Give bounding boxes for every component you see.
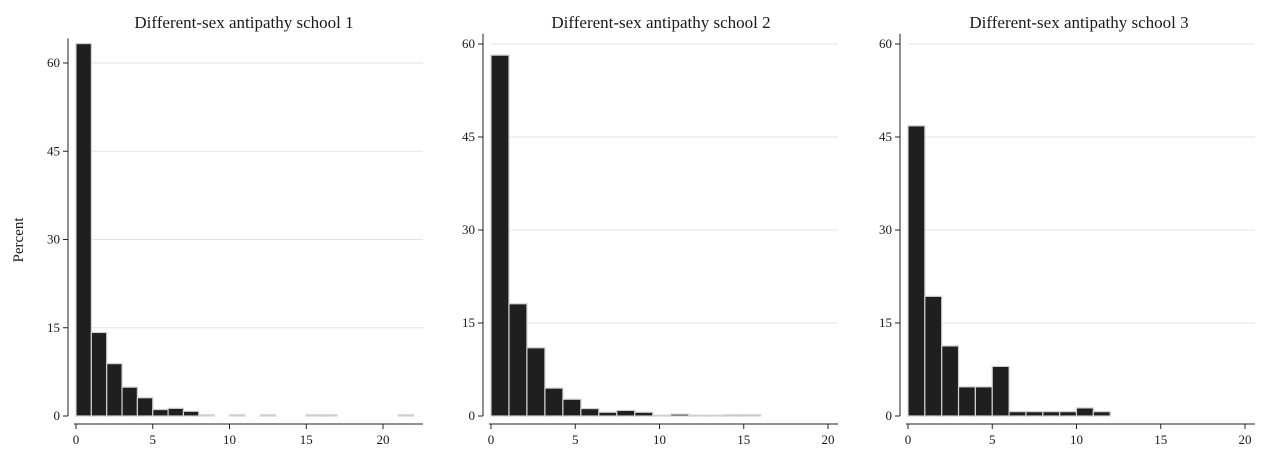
y-axis-label: Percent — [11, 217, 27, 263]
histogram-bar — [580, 407, 600, 417]
histogram-bar — [526, 347, 546, 417]
histogram-bar — [634, 411, 654, 417]
histogram-bar — [706, 414, 726, 417]
histogram-bar — [974, 386, 993, 417]
histogram-bar — [991, 365, 1010, 417]
y-tick-label: 0 — [469, 408, 476, 423]
histogram-bar — [742, 414, 762, 417]
x-tick-label: 20 — [377, 432, 390, 447]
histogram-bar — [907, 125, 926, 417]
histogram-bar — [598, 411, 618, 417]
histogram-bar — [259, 414, 277, 417]
x-tick-label: 10 — [1070, 432, 1083, 447]
histogram-bar — [924, 295, 943, 417]
x-tick-label: 5 — [150, 432, 157, 447]
y-tick-label: 30 — [462, 222, 475, 237]
panel-school-3: Different-sex antipathy school 3 0 15 30 45… — [879, 13, 1255, 447]
histogram-bar — [1025, 411, 1044, 417]
y-tick-label: 30 — [47, 232, 60, 247]
histogram-bar — [508, 303, 528, 417]
y-tick-label: 0 — [54, 408, 61, 423]
x-tick-label: 0 — [73, 432, 80, 447]
y-tick-label: 15 — [47, 320, 60, 335]
histogram-bar — [941, 345, 960, 417]
histogram-bar — [616, 409, 636, 417]
histogram-bar — [724, 414, 744, 417]
y-tick-label: 60 — [462, 36, 475, 51]
y-tick-label: 0 — [886, 408, 893, 423]
histogram-bar — [305, 414, 323, 417]
histogram-bar — [121, 386, 139, 417]
histogram-bar — [652, 414, 672, 417]
x-tick-label: 5 — [572, 432, 579, 447]
x-tick-label: 20 — [822, 432, 835, 447]
histogram-bar — [397, 414, 415, 417]
histogram-bar — [152, 408, 169, 417]
histogram-bar — [136, 397, 154, 417]
panel-title: Different-sex antipathy school 1 — [134, 13, 353, 32]
y-tick-label: 15 — [462, 315, 475, 330]
x-tick-label: 0 — [905, 432, 912, 447]
y-tick-label: 60 — [879, 36, 892, 51]
histogram-bar — [1008, 411, 1027, 417]
x-tick-label: 15 — [300, 432, 313, 447]
histogram-bar — [106, 363, 123, 417]
histogram-bar — [562, 398, 582, 417]
histogram-bar — [688, 414, 708, 417]
histogram-bar — [1042, 411, 1061, 417]
panel-school-2: Different-sex antipathy school 2 0 15 30 45… — [462, 13, 838, 447]
histogram-bar — [198, 414, 215, 417]
x-tick-label: 0 — [488, 432, 495, 447]
x-tick-label: 10 — [653, 432, 666, 447]
panel-title: Different-sex antipathy school 3 — [969, 13, 1188, 32]
y-tick-label: 60 — [47, 55, 60, 70]
y-tick-label: 15 — [879, 315, 892, 330]
x-tick-label: 15 — [1154, 432, 1167, 447]
histogram-bar — [1059, 411, 1078, 417]
histogram-bar — [490, 54, 510, 417]
y-tick-label: 45 — [462, 129, 475, 144]
histogram-bar — [670, 413, 690, 417]
histogram-bar — [957, 386, 976, 417]
histogram-bar — [228, 414, 246, 417]
histogram-bar — [167, 407, 185, 417]
histogram-bar — [1092, 411, 1111, 417]
panel-title: Different-sex antipathy school 2 — [551, 13, 770, 32]
histogram-bar — [1075, 407, 1094, 417]
y-tick-label: 45 — [879, 129, 892, 144]
x-tick-label: 15 — [737, 432, 750, 447]
histogram-bar — [90, 331, 108, 417]
x-tick-label: 20 — [1239, 432, 1252, 447]
x-tick-label: 5 — [989, 432, 996, 447]
histogram-bar — [321, 414, 338, 417]
y-tick-label: 45 — [47, 143, 60, 158]
histogram-bar — [182, 410, 200, 417]
histogram-bar — [75, 42, 92, 417]
panel-school-1: Different-sex antipathy school 1 0 15 30 45… — [47, 13, 423, 447]
x-tick-label: 10 — [223, 432, 236, 447]
histogram-bar — [544, 387, 564, 417]
y-tick-label: 30 — [879, 222, 892, 237]
